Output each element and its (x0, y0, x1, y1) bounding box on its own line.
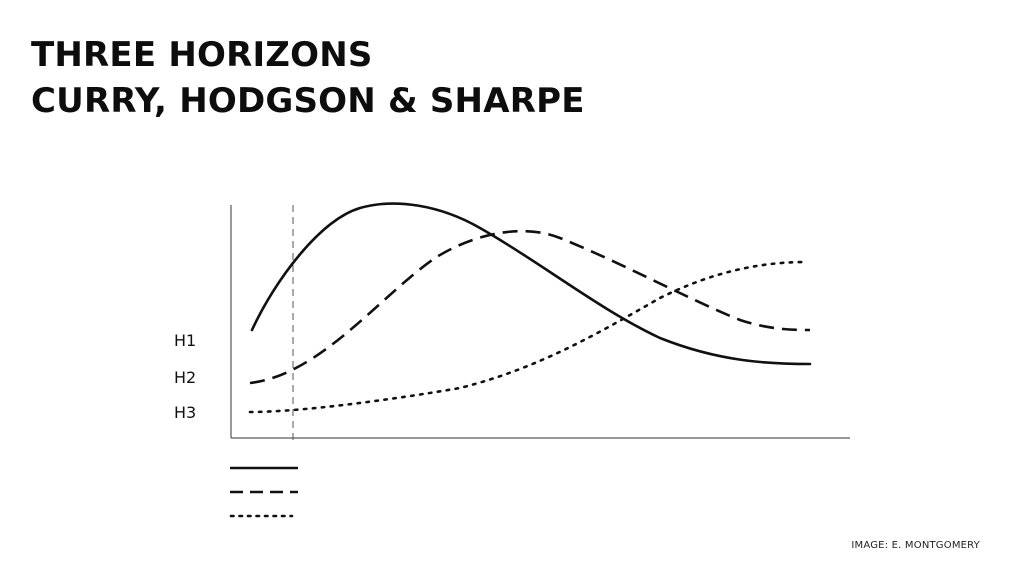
image-credit: IMAGE: E. MONTGOMERY (851, 540, 980, 551)
label-h3: H3 (174, 403, 197, 422)
curve-h2 (249, 229, 811, 385)
title-line-2: CURRY, HODGSON & SHARPE (31, 81, 585, 121)
curve-h1 (250, 202, 812, 366)
label-h2: H2 (174, 368, 197, 387)
page-title: THREE HORIZONS CURRY, HODGSON & SHARPE (31, 32, 585, 124)
label-h1: H1 (174, 331, 197, 350)
curve-h3 (248, 260, 808, 414)
title-line-1: THREE HORIZONS (31, 35, 373, 75)
